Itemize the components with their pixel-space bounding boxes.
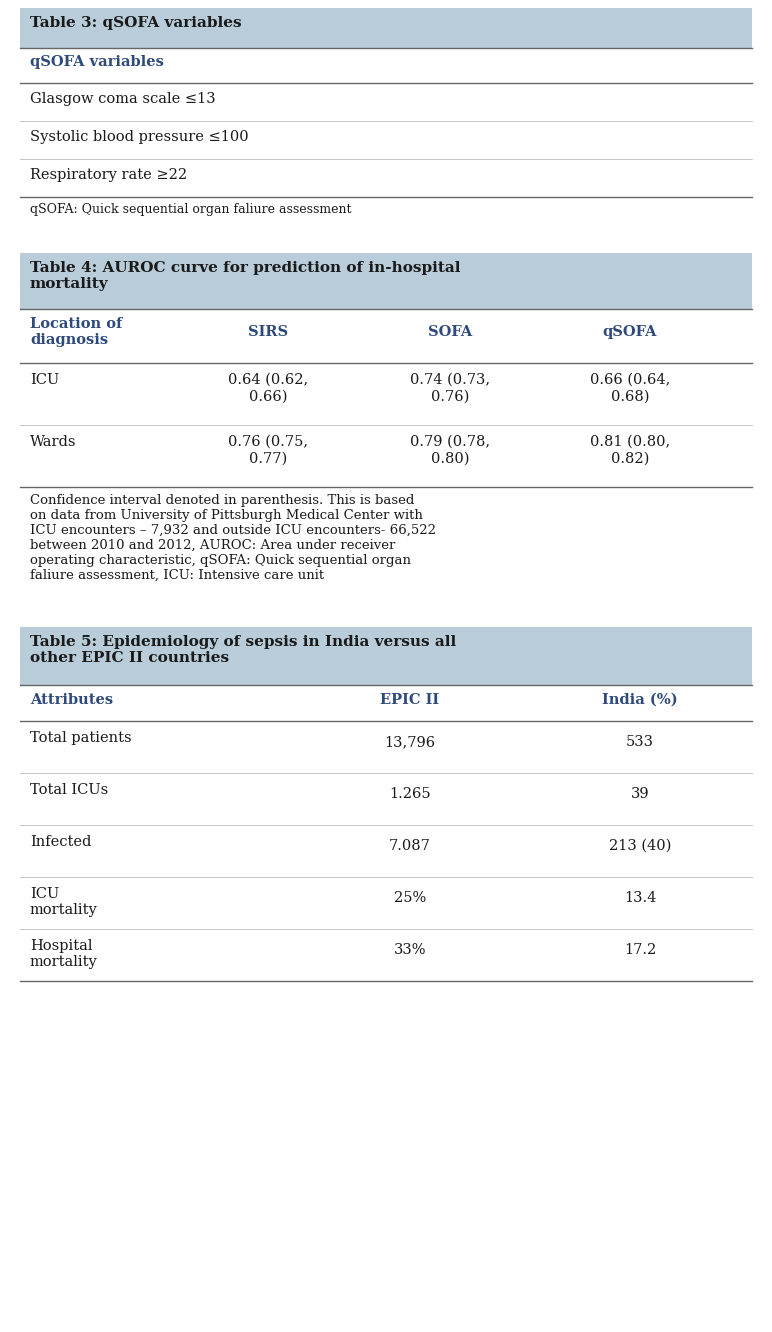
Text: ICU: ICU [30, 373, 59, 388]
Text: 0.81 (0.80,
0.82): 0.81 (0.80, 0.82) [590, 436, 670, 465]
Bar [20, 825, 752, 876]
Text: qSOFA variables: qSOFA variables [30, 55, 164, 69]
Bar [20, 928, 752, 980]
Bar [20, 425, 752, 488]
Text: ICU
mortality: ICU mortality [30, 887, 98, 918]
Bar [20, 159, 752, 197]
Text: Total patients: Total patients [30, 731, 131, 745]
Text: Location of
diagnosis: Location of diagnosis [30, 317, 123, 348]
Bar [20, 488, 752, 599]
Text: Attributes: Attributes [30, 693, 113, 707]
Text: 0.66 (0.64,
0.68): 0.66 (0.64, 0.68) [590, 373, 670, 404]
Bar [20, 309, 752, 364]
Text: Confidence interval denoted in parenthesis. This is based
on data from Universit: Confidence interval denoted in parenthes… [30, 494, 436, 582]
Text: Table 3: qSOFA variables: Table 3: qSOFA variables [30, 16, 242, 31]
Text: 1.265: 1.265 [389, 787, 431, 801]
Text: 0.79 (0.78,
0.80): 0.79 (0.78, 0.80) [410, 436, 490, 465]
Bar [20, 121, 752, 159]
Text: Infected: Infected [30, 835, 91, 848]
Bar [20, 364, 752, 425]
Text: Respiratory rate ≥22: Respiratory rate ≥22 [30, 168, 187, 182]
Text: SOFA: SOFA [428, 325, 472, 340]
Text: Wards: Wards [30, 436, 76, 449]
Text: Table 4: AUROC curve for prediction of in-hospital
mortality: Table 4: AUROC curve for prediction of i… [30, 261, 461, 292]
Text: 13.4: 13.4 [624, 891, 656, 904]
Bar [20, 253, 752, 309]
Text: EPIC II: EPIC II [381, 693, 439, 707]
Text: SIRS: SIRS [248, 325, 288, 340]
Text: India (%): India (%) [602, 693, 678, 707]
Text: 533: 533 [626, 735, 654, 749]
Text: 0.76 (0.75,
0.77): 0.76 (0.75, 0.77) [228, 436, 308, 465]
Bar [20, 83, 752, 121]
Bar [20, 8, 752, 48]
Bar [20, 48, 752, 83]
Bar [20, 197, 752, 225]
Bar [20, 685, 752, 721]
Text: Glasgow coma scale ≤13: Glasgow coma scale ≤13 [30, 92, 215, 107]
Bar [20, 876, 752, 928]
Bar [20, 627, 752, 685]
Text: qSOFA: qSOFA [603, 325, 657, 340]
Text: 213 (40): 213 (40) [609, 839, 671, 852]
Text: 0.64 (0.62,
0.66): 0.64 (0.62, 0.66) [228, 373, 308, 404]
Text: Hospital
mortality: Hospital mortality [30, 939, 98, 970]
Text: 39: 39 [631, 787, 649, 801]
Text: 0.74 (0.73,
0.76): 0.74 (0.73, 0.76) [410, 373, 490, 404]
Text: Table 5: Epidemiology of sepsis in India versus all
other EPIC II countries: Table 5: Epidemiology of sepsis in India… [30, 635, 456, 665]
Text: qSOFA: Quick sequential organ faliure assessment: qSOFA: Quick sequential organ faliure as… [30, 202, 351, 216]
Bar [20, 773, 752, 825]
Text: Systolic blood pressure ≤100: Systolic blood pressure ≤100 [30, 131, 249, 144]
Bar [20, 721, 752, 773]
Text: 25%: 25% [394, 891, 426, 904]
Text: 33%: 33% [394, 943, 426, 956]
Text: 13,796: 13,796 [384, 735, 435, 749]
Text: Total ICUs: Total ICUs [30, 783, 108, 797]
Text: 17.2: 17.2 [624, 943, 656, 956]
Text: 7.087: 7.087 [389, 839, 431, 852]
